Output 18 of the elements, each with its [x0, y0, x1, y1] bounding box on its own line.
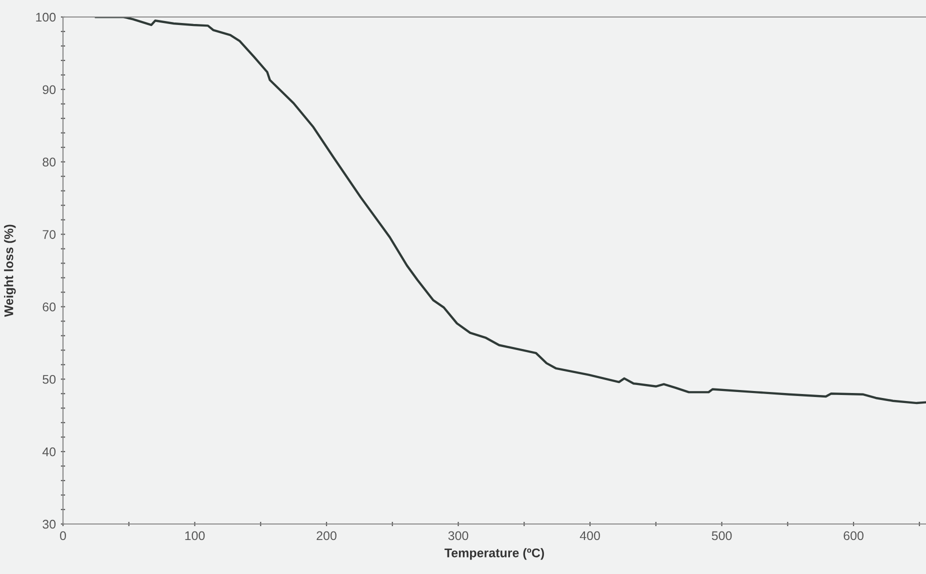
y-tick-label: 60: [42, 302, 56, 312]
x-tick-label: 600: [844, 531, 864, 540]
x-tick-label: 300: [448, 531, 468, 540]
y-axis-title: Weight loss (%): [4, 224, 16, 317]
y-tick-label: 90: [42, 85, 56, 94]
x-tick-label: 500: [712, 531, 732, 540]
y-tick-label: 100: [36, 12, 56, 22]
x-tick-label: 400: [580, 531, 600, 540]
y-tick-label: 40: [42, 447, 56, 456]
y-tick-label: 30: [42, 520, 56, 529]
x-tick-label: 200: [316, 531, 336, 540]
y-tick-label: 80: [42, 158, 56, 167]
x-axis-title: Temperature (ºC): [444, 548, 544, 560]
x-tick-label: 0: [60, 531, 66, 540]
line-series: [94, 17, 926, 404]
x-tick-label: 100: [185, 531, 205, 540]
y-tick-label: 70: [42, 230, 56, 239]
y-tick-label: 50: [42, 374, 56, 384]
